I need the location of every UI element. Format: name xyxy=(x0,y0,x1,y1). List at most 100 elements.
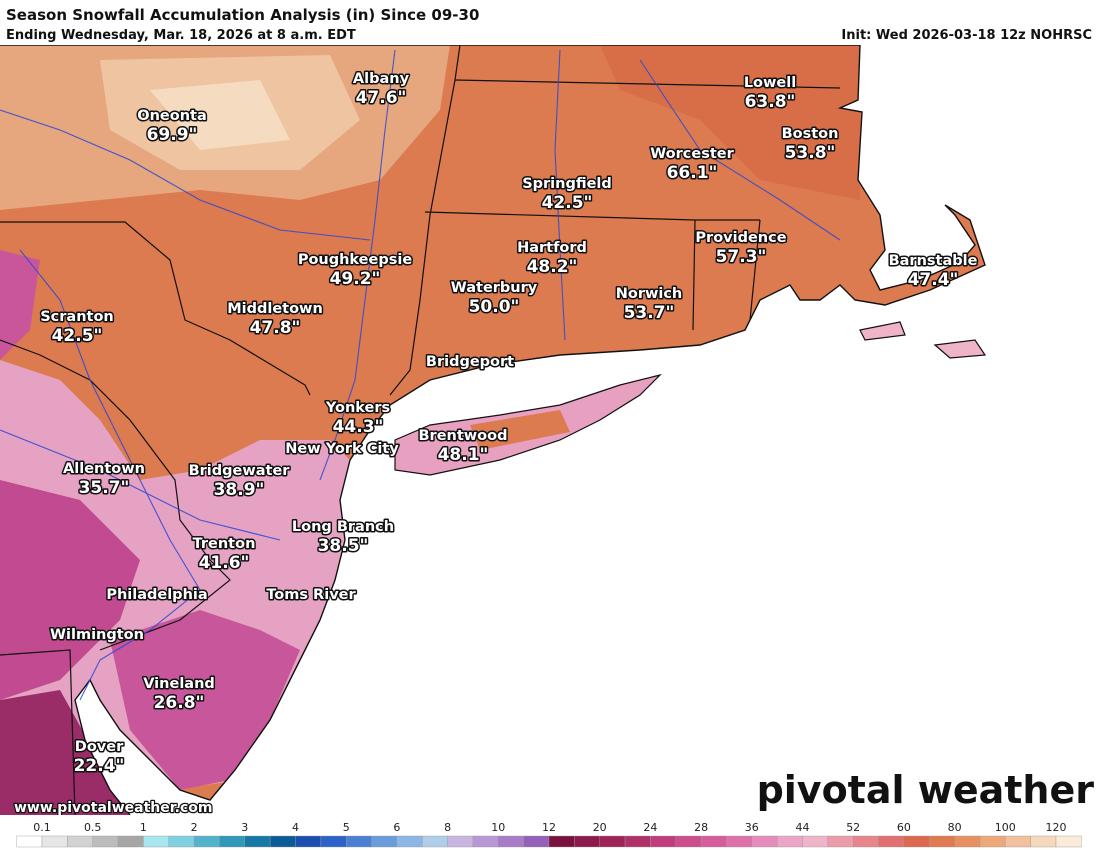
colorbar-swatch xyxy=(903,835,930,848)
city-name: Hartford xyxy=(517,240,587,256)
city-snowfall: 48.2" xyxy=(527,257,578,277)
colorbar-label: 0.1 xyxy=(33,821,51,834)
city-name: Dover xyxy=(75,739,124,755)
colorbar-swatch xyxy=(574,835,600,848)
colorbar-swatch xyxy=(16,835,43,848)
city-name: Norwich xyxy=(616,286,683,302)
colorbar-label: 12 xyxy=(542,821,556,834)
colorbar-swatch xyxy=(650,835,676,848)
city-snowfall: 35.7" xyxy=(79,478,130,498)
title: Season Snowfall Accumulation Analysis (i… xyxy=(6,6,479,24)
colorbar-label: 24 xyxy=(643,821,657,834)
colorbar-swatch xyxy=(700,835,727,848)
colorbar-swatch xyxy=(371,835,398,848)
city-name: Wilmington xyxy=(50,627,144,643)
colorbar-label: 2 xyxy=(191,821,198,834)
colorbar-swatch xyxy=(929,835,955,848)
init-time: Init: Wed 2026-03-18 12z NOHRSC xyxy=(841,28,1092,43)
city-name: Poughkeepsie xyxy=(298,252,413,268)
city-name: Boston xyxy=(782,126,839,142)
city-snowfall: 41.6" xyxy=(199,553,250,573)
colorbar-swatch xyxy=(624,835,651,848)
city-snowfall: 69.9" xyxy=(147,125,198,145)
website: www.pivotalweather.com xyxy=(14,800,213,816)
colorbar-swatch xyxy=(726,835,753,848)
colorbar-label: 5 xyxy=(343,821,350,834)
header-band xyxy=(0,0,1100,45)
colorbar-label: 20 xyxy=(593,821,607,834)
state-borders xyxy=(0,44,841,816)
city-snowfall: 22.4" xyxy=(74,756,125,776)
city-snowfall: 50.0" xyxy=(469,297,520,317)
city-snowfall: 42.5" xyxy=(542,193,593,213)
colorbar-swatch xyxy=(548,835,575,848)
colorbar-label: 60 xyxy=(897,821,911,834)
colorbar-label: 100 xyxy=(995,821,1016,834)
city-name: Barnstable xyxy=(889,253,978,269)
city-name: Springfield xyxy=(522,176,612,192)
city-snowfall: 49.2" xyxy=(330,269,381,289)
city-snowfall: 63.8" xyxy=(745,92,796,112)
city-snowfall: 53.8" xyxy=(785,143,836,163)
city-snowfall: 38.5" xyxy=(318,536,369,556)
city-name: Worcester xyxy=(650,146,734,162)
colorbar-swatch xyxy=(269,835,296,848)
city-snowfall: 48.1" xyxy=(438,445,489,465)
colorbar-label: 52 xyxy=(846,821,860,834)
city-snowfall: 26.8" xyxy=(154,693,205,713)
colorbar-swatch xyxy=(320,835,347,848)
city-name: Brentwood xyxy=(419,428,508,444)
colorbar-swatch xyxy=(853,835,879,848)
colorbar-swatch xyxy=(244,835,271,848)
colorbar-swatch xyxy=(1055,835,1082,848)
city-name: Trenton xyxy=(193,536,256,552)
colorbar-swatch xyxy=(295,835,322,848)
islands xyxy=(859,321,987,359)
city-name: Toms River xyxy=(266,587,356,603)
city-name: Providence xyxy=(695,230,786,246)
colorbar-label: 10 xyxy=(491,821,505,834)
city-name: Vineland xyxy=(143,676,215,692)
colorbar-label: 3 xyxy=(241,821,248,834)
colorbar-swatch xyxy=(346,835,372,848)
colorbar-swatch xyxy=(117,835,144,848)
logo: pivotal weather xyxy=(757,768,1095,812)
city-snowfall: 47.8" xyxy=(250,318,301,338)
colorbar-swatch xyxy=(41,835,68,848)
colorbar-swatch xyxy=(776,835,803,848)
rivers xyxy=(0,49,841,701)
colorbar-swatch xyxy=(498,835,524,848)
colorbar-label: 28 xyxy=(694,821,708,834)
city-name: Middletown xyxy=(227,301,323,317)
colorbar-label: 1 xyxy=(140,821,147,834)
colorbar-label: 120 xyxy=(1046,821,1067,834)
city-name: Yonkers xyxy=(325,400,390,416)
city-snowfall: 53.7" xyxy=(624,303,675,323)
colorbar-swatch xyxy=(954,835,981,848)
colorbar-swatch xyxy=(979,835,1006,848)
city-name: Bridgewater xyxy=(189,463,291,479)
colorbar-swatch xyxy=(878,835,905,848)
colorbar-swatch xyxy=(422,835,448,848)
colorbar-label: 80 xyxy=(948,821,962,834)
colorbar-swatch xyxy=(523,835,550,848)
colorbar-label: 8 xyxy=(444,821,451,834)
long-island-patch xyxy=(470,410,570,450)
city-snowfall: 44.3" xyxy=(333,417,384,437)
city-name: Long Branch xyxy=(292,519,394,535)
city-name: Scranton xyxy=(40,309,114,325)
city-name: New York City xyxy=(285,441,399,457)
colorbar-swatch xyxy=(675,835,702,848)
colorbar-swatch xyxy=(1030,835,1057,848)
city-snowfall: 47.6" xyxy=(356,88,407,108)
colorbar-swatch xyxy=(751,835,778,848)
city-snowfall: 66.1" xyxy=(667,163,718,183)
colorbar-label: 6 xyxy=(393,821,400,834)
colorbar-label: 4 xyxy=(292,821,299,834)
city-name: Lowell xyxy=(744,75,796,91)
colorbar-swatch xyxy=(827,835,854,848)
coastline xyxy=(0,44,986,816)
city-snowfall: 38.9" xyxy=(214,480,265,500)
